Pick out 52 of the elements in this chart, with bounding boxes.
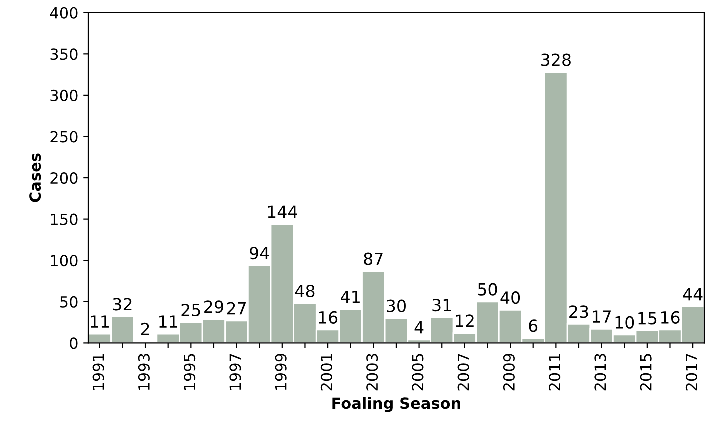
x-tick-label: 1993: [138, 354, 150, 390]
x-axis-title: Foaling Season: [332, 397, 460, 412]
y-tick-label: 400: [50, 7, 78, 19]
data-label: 4: [414, 322, 424, 334]
data-label: 29: [204, 300, 224, 314]
x-tick-label: 1997: [230, 354, 242, 390]
y-tick-label: 350: [50, 48, 78, 60]
x-tick-label: 2003: [366, 354, 378, 391]
data-label: 50: [478, 283, 498, 296]
y-tick-label: 150: [51, 214, 78, 226]
data-label: 32: [113, 298, 132, 311]
x-tick-label: 2015: [640, 354, 652, 391]
data-label: 144: [268, 206, 298, 218]
x-tick-label: 2007: [458, 354, 470, 391]
data-label: 328: [542, 54, 571, 66]
x-tick-label: 1999: [275, 354, 287, 390]
y-axis-title: Cases: [30, 154, 42, 202]
data-label: 44: [683, 288, 703, 301]
y-tick-label: 100: [51, 255, 78, 267]
data-label: 23: [570, 306, 588, 318]
data-label: 16: [319, 311, 338, 324]
data-label: 11: [91, 316, 109, 328]
data-label: 94: [250, 246, 270, 260]
data-label: 15: [638, 312, 657, 325]
data-label: 48: [295, 284, 315, 298]
data-label: 12: [456, 314, 474, 328]
x-tick-label: 1995: [184, 354, 196, 390]
data-label: 11: [160, 316, 178, 328]
data-label: 41: [341, 290, 360, 304]
x-tick-label: 2011: [549, 354, 561, 391]
data-label: 6: [529, 320, 538, 332]
data-label: 30: [387, 300, 406, 312]
y-tick-label: 250: [50, 131, 78, 143]
data-label: 16: [661, 311, 680, 324]
data-label: 87: [364, 252, 383, 266]
x-tick-label: 2001: [320, 354, 332, 391]
data-label: 10: [616, 316, 634, 329]
data-label: 27: [227, 302, 246, 315]
y-tick-label: 200: [50, 172, 78, 184]
data-label: 25: [182, 304, 200, 317]
data-label: 17: [593, 310, 611, 323]
y-tick-label: 300: [50, 90, 78, 102]
x-tick-label: 2013: [594, 354, 606, 391]
x-tick-label: 2017: [686, 354, 698, 391]
y-tick-label: 0: [70, 338, 78, 350]
x-tick-label: 2009: [503, 354, 515, 391]
data-label: 40: [500, 292, 520, 304]
data-label: 2: [141, 322, 150, 336]
x-tick-label: 2005: [412, 354, 424, 391]
x-tick-label: 1991: [92, 354, 104, 390]
data-label: 31: [432, 298, 452, 312]
y-tick-label: 50: [60, 296, 78, 308]
